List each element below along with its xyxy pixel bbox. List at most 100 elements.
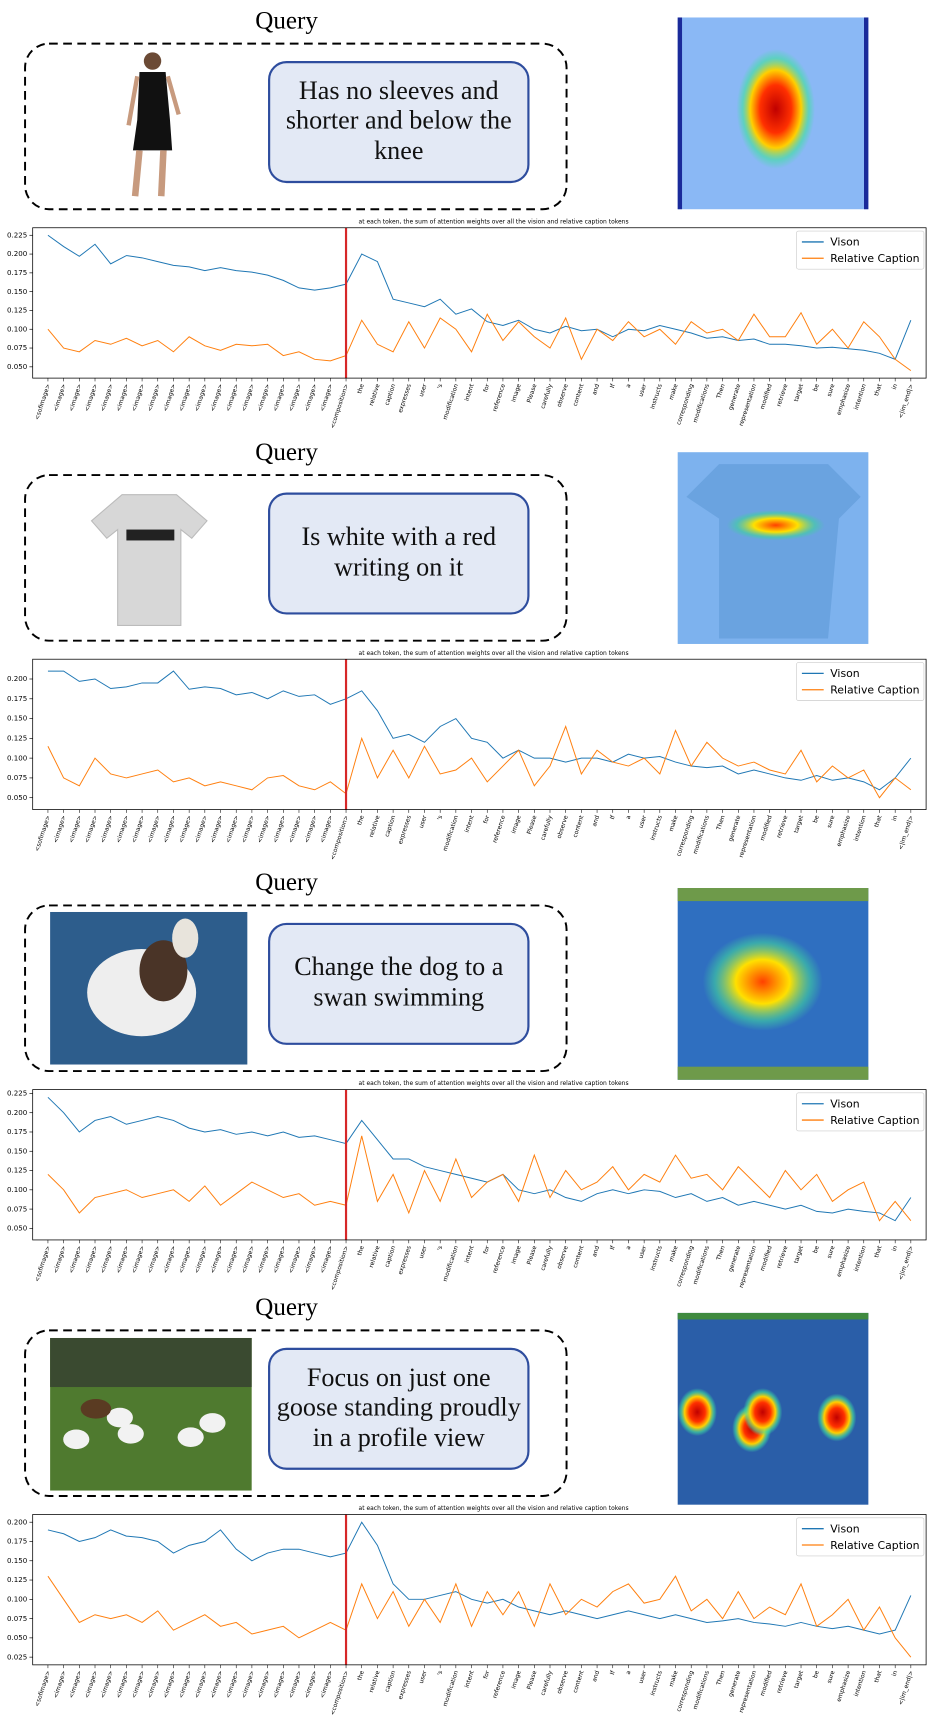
caption-holder: Has no sleeves and shorter and below the… xyxy=(275,64,523,179)
x-tick-label: retrieve xyxy=(776,814,790,839)
series-line xyxy=(48,1097,911,1220)
x-tick-label: Please xyxy=(526,1670,539,1691)
x-tick-label: <image> xyxy=(84,1670,100,1699)
series-line xyxy=(48,1522,911,1634)
x-tick-label: emphasize xyxy=(836,383,853,416)
x-tick-label: target xyxy=(793,1669,805,1689)
chart-title: at each token, the sum of attention weig… xyxy=(359,1505,629,1512)
x-tick-label: user xyxy=(638,1244,649,1259)
query-label: Query xyxy=(255,7,318,34)
x-tick-label: <image> xyxy=(131,1245,147,1274)
query-label: Query xyxy=(255,1294,318,1321)
y-tick-label: 0.175 xyxy=(7,694,27,703)
caption-text: Has no sleeves and shorter and below the… xyxy=(275,64,523,179)
x-tick-label: carefully xyxy=(539,383,554,410)
x-tick-label: content xyxy=(572,1244,586,1269)
y-tick-label: 0.125 xyxy=(7,306,27,315)
x-tick-label: <image> xyxy=(146,1245,162,1274)
caption-text: Is white with a red writing on it xyxy=(275,496,523,611)
y-tick-label: 0.050 xyxy=(7,1633,28,1642)
x-tick-label: modified xyxy=(759,1670,774,1697)
x-tick-label: <image> xyxy=(52,815,68,844)
x-tick-label: relative xyxy=(368,1245,382,1269)
x-tick-label: <image> xyxy=(256,1245,272,1274)
photo-shape xyxy=(81,1399,112,1419)
x-tick-label: retrieve xyxy=(776,383,790,408)
x-tick-label: modification xyxy=(442,1245,460,1283)
x-tick-label: Then xyxy=(715,1670,727,1688)
heatmap-shape xyxy=(678,888,869,901)
x-tick-label: caption xyxy=(384,383,398,406)
x-tick-label: sure xyxy=(826,383,837,398)
x-tick-label: <image> xyxy=(68,815,84,844)
x-tick-label: target xyxy=(793,1244,805,1264)
x-tick-label: <image> xyxy=(303,1245,319,1274)
y-tick-label: 0.200 xyxy=(7,249,28,258)
x-tick-label: relative xyxy=(368,383,382,407)
x-tick-label: <image> xyxy=(193,383,209,412)
x-tick-label: <image> xyxy=(115,1245,131,1274)
photo-shape xyxy=(144,52,161,69)
x-tick-label: make xyxy=(668,814,680,832)
x-tick-label: <image> xyxy=(319,1670,335,1699)
legend-label: Relative Caption xyxy=(830,1114,919,1127)
x-tick-label: <image> xyxy=(178,1670,194,1699)
x-tick-label: <image> xyxy=(84,1245,100,1274)
legend-label: Vison xyxy=(830,1098,859,1111)
x-tick-label: intention xyxy=(853,1245,868,1273)
x-tick-label: <image> xyxy=(146,815,162,844)
x-tick-label: <image> xyxy=(193,815,209,844)
x-tick-label: for xyxy=(482,1244,491,1255)
x-tick-label: user xyxy=(638,383,649,398)
x-tick-label: relative xyxy=(368,814,382,838)
legend-label: Relative Caption xyxy=(830,684,919,697)
plot-frame xyxy=(33,228,926,378)
photo-shape xyxy=(50,1338,252,1387)
x-tick-label: content xyxy=(572,1669,586,1694)
x-tick-label: reference xyxy=(492,383,508,413)
x-tick-label: 's xyxy=(436,1670,444,1677)
y-tick-label: 0.225 xyxy=(7,230,27,239)
y-tick-label: 0.150 xyxy=(7,1556,28,1565)
x-tick-label: generate xyxy=(727,1670,742,1698)
x-tick-label: in xyxy=(891,383,899,391)
x-tick-label: <image> xyxy=(68,1245,84,1274)
x-tick-label: <image> xyxy=(115,383,131,412)
caption-holder: Focus on just one goose standing proudly… xyxy=(275,1351,523,1466)
y-tick-label: 0.050 xyxy=(7,793,28,802)
x-tick-label: <image> xyxy=(146,1670,162,1699)
x-tick-label: instructs xyxy=(649,1670,664,1697)
x-tick-label: <image> xyxy=(256,1670,272,1699)
x-tick-label: <|im_end|> xyxy=(897,383,915,419)
x-tick-label: make xyxy=(668,1245,680,1263)
x-tick-label: <image> xyxy=(288,1670,304,1699)
x-tick-label: image xyxy=(510,1670,523,1690)
x-tick-label: modifications xyxy=(692,383,711,423)
x-tick-label: for xyxy=(482,1669,491,1680)
x-tick-label: expresses xyxy=(397,383,413,414)
photo-shape xyxy=(92,495,207,626)
x-tick-label: Please xyxy=(526,1245,539,1266)
photo-shape xyxy=(172,919,198,958)
x-tick-label: generate xyxy=(727,383,742,411)
photo-shape xyxy=(135,150,163,196)
x-tick-label: <image> xyxy=(256,815,272,844)
caption-text: Focus on just one goose standing proudly… xyxy=(275,1351,523,1466)
x-tick-label: <image> xyxy=(303,815,319,844)
y-tick-label: 0.100 xyxy=(7,753,28,762)
x-tick-label: <image> xyxy=(193,1245,209,1274)
x-tick-label: expresses xyxy=(397,1245,413,1276)
x-tick-label: <image> xyxy=(288,1245,304,1274)
x-tick-label: instructs xyxy=(649,1245,664,1272)
y-tick-label: 0.175 xyxy=(7,1127,27,1136)
x-tick-label: <image> xyxy=(84,815,100,844)
x-tick-label: Please xyxy=(526,814,539,835)
x-tick-label: <image> xyxy=(178,383,194,412)
x-tick-label: for xyxy=(482,383,491,394)
x-tick-label: <image> xyxy=(272,815,288,844)
heatmap-hot xyxy=(817,1394,856,1442)
x-tick-label: be xyxy=(812,1245,821,1255)
x-tick-label: the xyxy=(356,1245,366,1257)
x-tick-label: carefully xyxy=(539,814,554,841)
x-tick-label: reference xyxy=(492,1670,508,1700)
